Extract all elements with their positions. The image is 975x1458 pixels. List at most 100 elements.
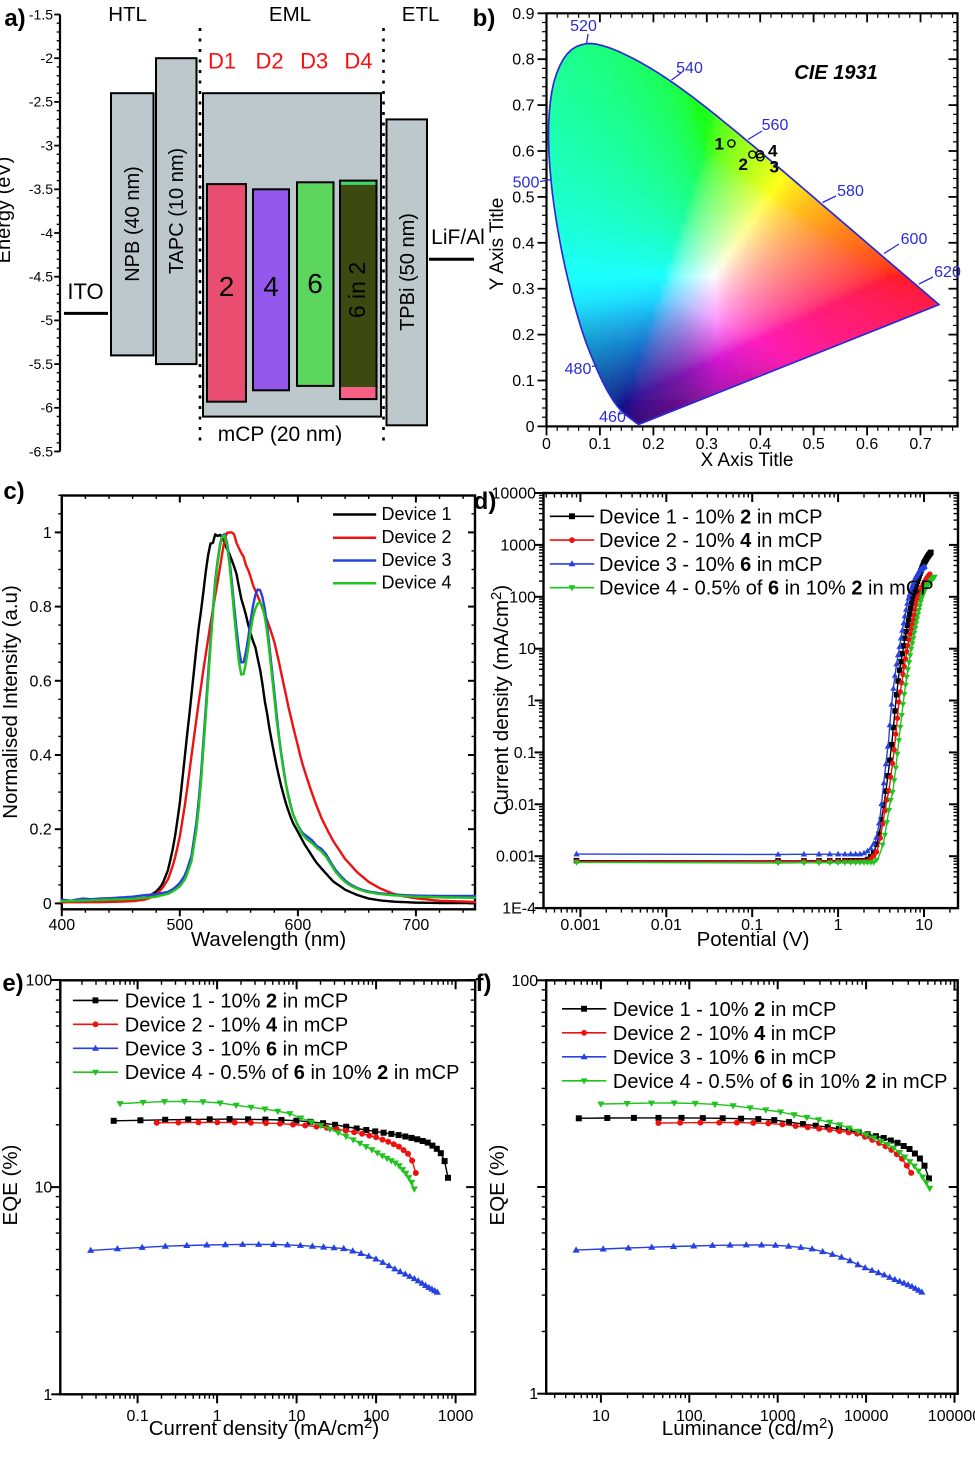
svg-text:Device 3: Device 3 [382, 550, 452, 570]
svg-text:1000: 1000 [500, 537, 536, 554]
svg-text:100: 100 [363, 1408, 390, 1425]
svg-text:0.8: 0.8 [30, 599, 52, 616]
svg-text:0.001: 0.001 [496, 849, 536, 866]
svg-text:TPBi (50 nm): TPBi (50 nm) [397, 213, 419, 331]
svg-text:580: 580 [837, 183, 864, 200]
svg-text:b): b) [473, 5, 496, 32]
svg-text:100: 100 [26, 973, 53, 990]
svg-text:0.3: 0.3 [512, 281, 534, 298]
svg-text:Luminance (cd/m2): Luminance (cd/m2) [662, 1415, 834, 1440]
svg-text:Current density (mA/cm2): Current density (mA/cm2) [488, 585, 513, 815]
svg-text:D2: D2 [256, 48, 284, 73]
svg-text:Device 3 - 10% 6 in mCP: Device 3 - 10% 6 in mCP [125, 1038, 348, 1060]
svg-text:Device 4 - 0.5% of 6 in 10% 2: Device 4 - 0.5% of 6 in 10% 2 in mCP [599, 578, 934, 600]
svg-text:0.8: 0.8 [512, 52, 534, 69]
svg-text:0: 0 [542, 436, 551, 453]
svg-text:10: 10 [288, 1408, 306, 1425]
svg-text:0.01: 0.01 [651, 917, 682, 934]
svg-text:EQE (%): EQE (%) [0, 1145, 22, 1226]
svg-text:EQE (%): EQE (%) [486, 1145, 509, 1226]
svg-text:Device 3 - 10% 6 in mCP: Device 3 - 10% 6 in mCP [599, 554, 822, 576]
svg-text:Device 1 - 10% 2 in mCP: Device 1 - 10% 2 in mCP [599, 506, 822, 528]
svg-text:0: 0 [526, 419, 535, 436]
svg-text:-1.5: -1.5 [29, 6, 53, 22]
svg-text:a): a) [4, 5, 25, 32]
svg-text:0.1: 0.1 [514, 745, 536, 762]
svg-text:Device 4 - 0.5% of 6 in 10% 2: Device 4 - 0.5% of 6 in 10% 2 in mCP [613, 1071, 948, 1093]
svg-text:Energy (eV): Energy (eV) [0, 157, 15, 264]
svg-text:10000: 10000 [492, 486, 537, 503]
svg-text:D1: D1 [208, 48, 236, 73]
svg-text:Device 1 - 10% 2 in mCP: Device 1 - 10% 2 in mCP [125, 990, 348, 1012]
svg-text:0.6: 0.6 [30, 673, 52, 690]
svg-text:-2.5: -2.5 [29, 94, 53, 110]
svg-text:100: 100 [511, 973, 538, 990]
svg-text:0: 0 [43, 896, 52, 913]
svg-text:0.1: 0.1 [126, 1408, 148, 1425]
svg-text:600: 600 [901, 231, 928, 248]
svg-text:0.6: 0.6 [856, 436, 878, 453]
svg-text:d): d) [474, 488, 497, 515]
svg-text:EML: EML [269, 3, 311, 26]
svg-text:4: 4 [263, 271, 279, 302]
svg-text:Device 3 - 10% 6 in mCP: Device 3 - 10% 6 in mCP [613, 1047, 836, 1069]
svg-text:-2: -2 [41, 50, 54, 66]
svg-text:0.01: 0.01 [505, 797, 536, 814]
svg-text:0.2: 0.2 [512, 327, 534, 344]
svg-text:-5.5: -5.5 [29, 356, 53, 372]
svg-text:100000: 100000 [928, 1408, 975, 1425]
svg-text:X Axis Title: X Axis Title [701, 450, 794, 471]
svg-text:0.2: 0.2 [30, 822, 52, 839]
svg-text:6 in 2: 6 in 2 [344, 262, 370, 318]
svg-text:D4: D4 [344, 48, 372, 73]
svg-text:0.4: 0.4 [512, 235, 534, 252]
svg-text:1: 1 [213, 1408, 222, 1425]
svg-text:0.2: 0.2 [642, 436, 664, 453]
svg-text:460: 460 [599, 409, 626, 426]
svg-text:480: 480 [565, 361, 592, 378]
svg-text:Device 2: Device 2 [382, 527, 452, 547]
svg-text:10: 10 [915, 917, 933, 934]
svg-text:0.5: 0.5 [512, 189, 534, 206]
svg-text:6: 6 [307, 268, 323, 299]
svg-text:Device 2 - 10% 4 in mCP: Device 2 - 10% 4 in mCP [599, 530, 822, 552]
svg-text:Device 1 - 10% 2 in mCP: Device 1 - 10% 2 in mCP [613, 999, 836, 1021]
svg-text:-3: -3 [41, 137, 54, 153]
svg-text:0.001: 0.001 [560, 917, 600, 934]
svg-text:520: 520 [570, 18, 597, 35]
svg-text:10: 10 [35, 1180, 53, 1197]
svg-text:TAPC (10 nm): TAPC (10 nm) [166, 148, 188, 274]
svg-text:540: 540 [676, 60, 703, 77]
svg-text:Device 4 - 0.5% of 6 in 10% 2: Device 4 - 0.5% of 6 in 10% 2 in mCP [125, 1062, 460, 1084]
svg-text:0.6: 0.6 [512, 144, 534, 161]
svg-text:-6.5: -6.5 [29, 443, 53, 459]
svg-text:10000: 10000 [844, 1408, 889, 1425]
svg-text:600: 600 [285, 917, 312, 934]
svg-text:3: 3 [770, 158, 779, 177]
svg-text:ETL: ETL [402, 3, 440, 26]
svg-text:10: 10 [592, 1408, 610, 1425]
svg-text:700: 700 [403, 917, 430, 934]
svg-text:500: 500 [166, 917, 193, 934]
svg-text:Device 4: Device 4 [382, 573, 452, 593]
svg-text:400: 400 [48, 917, 75, 934]
svg-text:e): e) [2, 970, 23, 997]
svg-text:0.9: 0.9 [512, 6, 534, 23]
svg-text:Y Axis Title: Y Axis Title [487, 198, 508, 291]
svg-text:0.1: 0.1 [512, 373, 534, 390]
svg-text:NPB (40 nm): NPB (40 nm) [122, 166, 144, 282]
svg-text:100: 100 [676, 1408, 703, 1425]
svg-text:-4: -4 [41, 225, 54, 241]
svg-text:2: 2 [219, 271, 235, 302]
svg-text:0.1: 0.1 [589, 436, 611, 453]
svg-text:-3.5: -3.5 [29, 181, 53, 197]
svg-text:0.4: 0.4 [30, 748, 52, 765]
svg-text:1E-4: 1E-4 [502, 901, 536, 918]
svg-text:-6: -6 [41, 400, 54, 416]
svg-text:c): c) [3, 478, 24, 505]
svg-text:f): f) [476, 970, 492, 997]
svg-text:4: 4 [768, 142, 778, 161]
svg-text:1: 1 [43, 1387, 52, 1404]
svg-text:0.5: 0.5 [802, 436, 824, 453]
svg-text:1: 1 [527, 693, 536, 710]
